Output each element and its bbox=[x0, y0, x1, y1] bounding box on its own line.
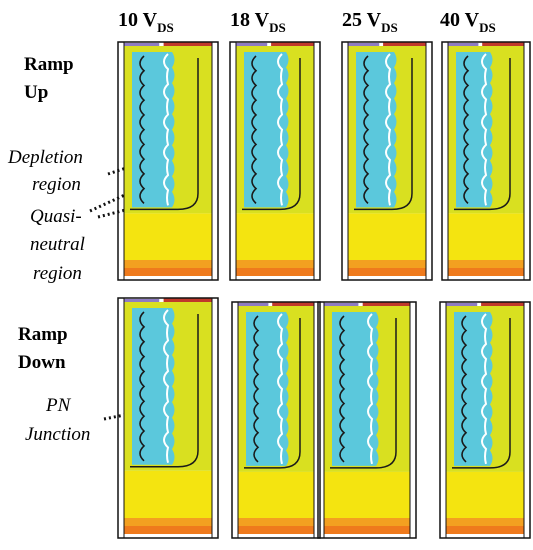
row-label-ramp-up-line2: Up bbox=[24, 82, 48, 103]
substrate-edge bbox=[446, 518, 524, 526]
gate-oxide bbox=[446, 303, 478, 306]
pn-junction-line bbox=[163, 53, 170, 206]
depletion-boundary-line bbox=[330, 318, 397, 469]
pn-junction-line bbox=[481, 53, 488, 206]
substrate-bottom bbox=[124, 526, 212, 534]
potential-contour bbox=[339, 315, 346, 463]
substrate-bottom bbox=[124, 268, 212, 276]
panel-frame bbox=[439, 301, 531, 539]
substrate-edge bbox=[124, 260, 212, 268]
annotation-pn-line2: Junction bbox=[25, 424, 90, 445]
column-header-25v: 25 VDS bbox=[342, 9, 398, 35]
depletion-boundary-line bbox=[130, 58, 199, 211]
depletion-boundary-line bbox=[452, 318, 511, 469]
top-contact bbox=[481, 302, 524, 306]
gate-oxide bbox=[448, 43, 479, 46]
depletion-boundary-line bbox=[242, 58, 301, 211]
potential-contour bbox=[139, 55, 146, 204]
substrate-bottom bbox=[448, 268, 524, 276]
gate-oxide bbox=[238, 303, 269, 306]
panel-frame bbox=[441, 41, 531, 281]
panel-ramp-down-25v bbox=[317, 301, 417, 539]
panel-ramp-down-40v bbox=[439, 301, 531, 539]
potential-contour bbox=[139, 311, 146, 462]
panel-ramp-up-25v bbox=[341, 41, 433, 281]
panel-frame bbox=[229, 41, 321, 281]
panel-ramp-up-18v bbox=[229, 41, 321, 281]
top-contact bbox=[163, 298, 212, 302]
potential-contour bbox=[461, 315, 468, 463]
annotation-pn-line1: PN bbox=[45, 395, 72, 416]
annotation-depletion-line1: Depletion bbox=[7, 147, 83, 168]
column-header-18v: 18 VDS bbox=[230, 9, 286, 35]
potential-contour bbox=[253, 315, 260, 463]
substrate-edge bbox=[348, 260, 426, 268]
substrate-bottom bbox=[446, 526, 524, 534]
pn-junction-line bbox=[367, 313, 374, 465]
depletion-boundary-line bbox=[454, 58, 511, 211]
pn-junction-line bbox=[277, 53, 284, 206]
depletion-boundary-line bbox=[354, 58, 413, 211]
substrate-bottom bbox=[236, 268, 314, 276]
top-contact bbox=[362, 302, 410, 306]
pn-junction-line bbox=[277, 313, 284, 465]
device-panels bbox=[117, 41, 531, 539]
panel-frame bbox=[231, 301, 321, 539]
substrate-edge bbox=[238, 518, 314, 526]
pn-junction-line bbox=[481, 313, 488, 465]
potential-contour bbox=[251, 55, 258, 204]
gate-oxide bbox=[236, 43, 268, 46]
potential-contour bbox=[363, 55, 370, 204]
panel-frame bbox=[317, 301, 417, 539]
top-contact bbox=[482, 42, 524, 46]
potential-contour bbox=[463, 55, 470, 204]
depletion-boundary-line bbox=[130, 314, 199, 468]
depletion-region bbox=[332, 312, 379, 466]
panel-ramp-down-18v bbox=[231, 301, 321, 539]
pn-junction-line bbox=[385, 53, 392, 206]
row-label-ramp-down-line1: Ramp bbox=[18, 324, 68, 345]
row-label-ramp-down-line2: Down bbox=[18, 352, 66, 373]
column-headers: 10 VDS 18 VDS 25 VDS 40 VDS bbox=[118, 9, 496, 35]
substrate-edge bbox=[124, 518, 212, 526]
panel-ramp-up-40v bbox=[441, 41, 531, 281]
top-contact bbox=[271, 42, 314, 46]
substrate-bottom bbox=[348, 268, 426, 276]
substrate-edge bbox=[324, 518, 410, 526]
panel-frame bbox=[117, 41, 219, 281]
panel-ramp-down-10v bbox=[117, 297, 219, 539]
panel-frame bbox=[117, 297, 219, 539]
depletion-boundary-line bbox=[244, 318, 301, 469]
column-header-40v: 40 VDS bbox=[440, 9, 496, 35]
gate-oxide bbox=[324, 303, 359, 306]
gate-oxide bbox=[124, 299, 160, 302]
top-contact bbox=[272, 302, 314, 306]
annotation-quasi-line3: region bbox=[33, 263, 82, 284]
substrate-edge bbox=[448, 260, 524, 268]
substrate-bottom bbox=[324, 526, 410, 534]
column-header-10v: 10 VDS bbox=[118, 9, 174, 35]
substrate-bottom bbox=[238, 526, 314, 534]
row-label-ramp-up-line1: Ramp bbox=[24, 54, 74, 75]
gate-oxide bbox=[348, 43, 380, 46]
panel-ramp-up-10v bbox=[117, 41, 219, 281]
top-contact bbox=[383, 42, 426, 46]
top-contact bbox=[163, 42, 212, 46]
annotation-depletion-line2: region bbox=[32, 174, 81, 195]
panel-frame bbox=[341, 41, 433, 281]
annotation-quasi-line2: neutral bbox=[30, 234, 85, 255]
substrate-edge bbox=[236, 260, 314, 268]
annotation-quasi-line1: Quasi- bbox=[30, 206, 82, 227]
gate-oxide bbox=[124, 43, 160, 46]
annotations: Depletion region Quasi- neutral region P… bbox=[7, 147, 90, 445]
pn-junction-line bbox=[163, 309, 170, 464]
